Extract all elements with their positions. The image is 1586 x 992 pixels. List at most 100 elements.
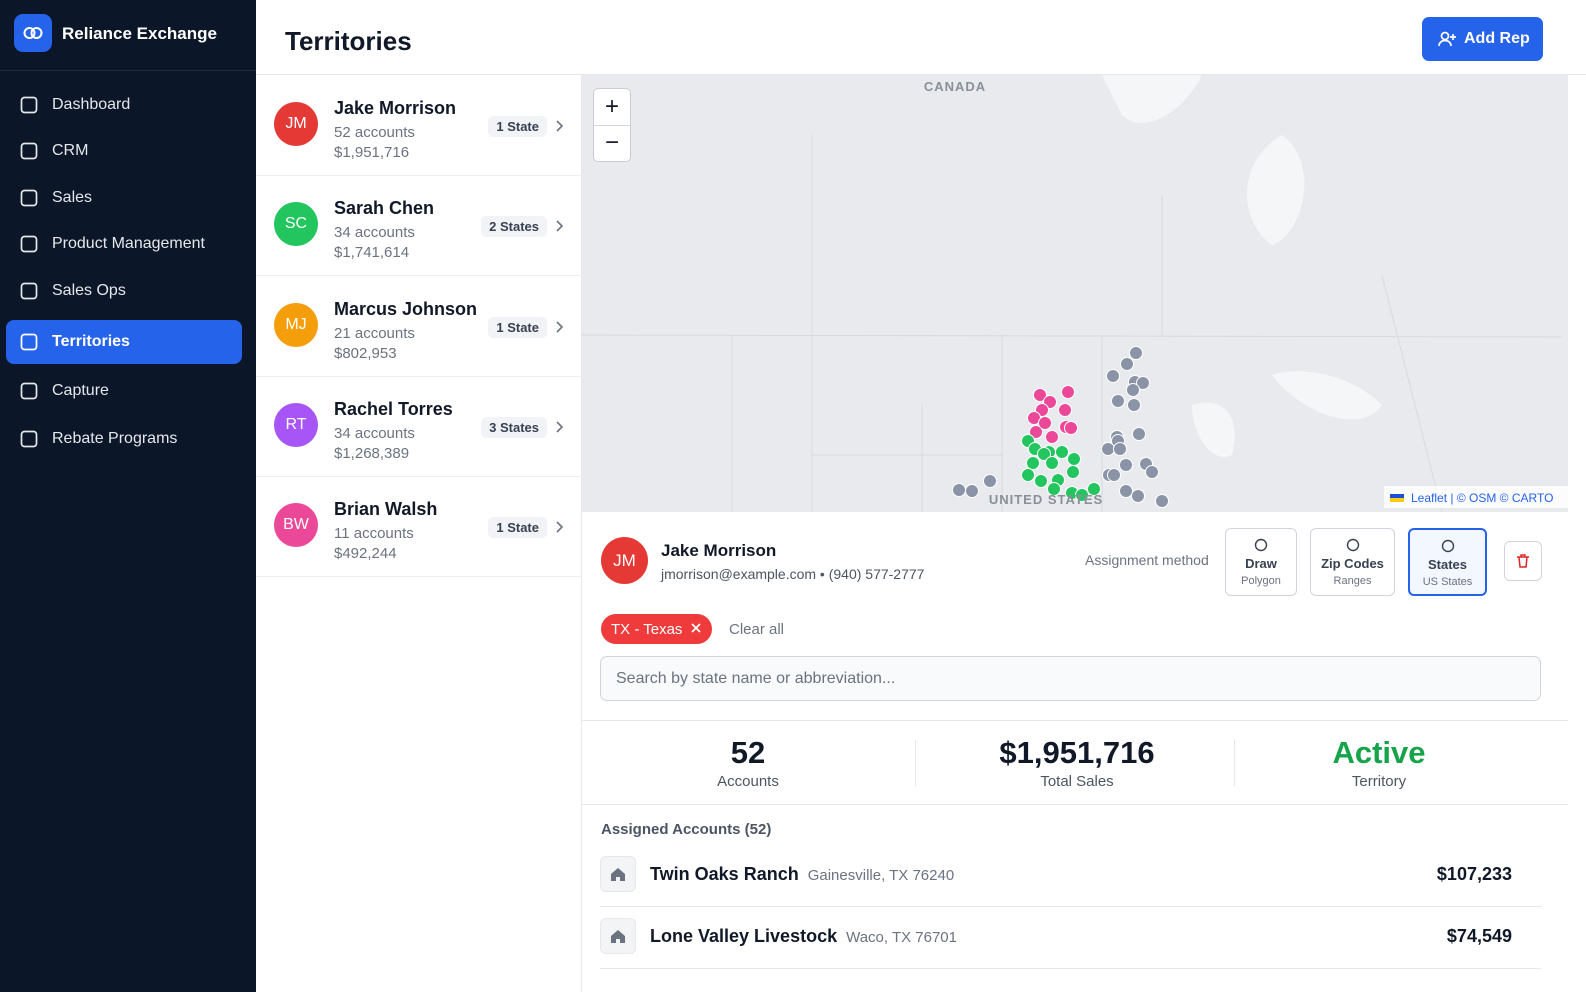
method-title: States <box>1427 557 1468 572</box>
map-marker[interactable] <box>1087 482 1101 496</box>
map-marker[interactable] <box>1037 447 1051 461</box>
clear-all[interactable]: Clear all <box>729 621 785 638</box>
account-location: Waco, TX 76701 <box>846 929 957 946</box>
map-marker[interactable] <box>1047 482 1061 496</box>
nav-item[interactable]: Product Management <box>6 222 242 266</box>
nav-item[interactable]: Territories <box>6 320 242 364</box>
zoom-out[interactable]: − <box>604 129 619 156</box>
method-label: Assignment method <box>1085 552 1209 568</box>
nav-item[interactable]: CRM <box>6 129 242 173</box>
map-marker[interactable] <box>1111 394 1125 408</box>
method-button[interactable]: Draw Polygon <box>1225 528 1297 596</box>
map-marker[interactable] <box>1021 468 1035 482</box>
map-marker[interactable] <box>983 474 997 488</box>
map-marker[interactable] <box>1061 385 1075 399</box>
nav-item[interactable]: Sales Ops <box>6 269 242 313</box>
account-row[interactable]: Twin Oaks Ranch Gainesville, TX 76240 $107… <box>600 845 1541 907</box>
nav-item[interactable]: Sales <box>6 176 242 220</box>
stat: Active Territory <box>1229 735 1529 790</box>
delete-button[interactable] <box>1504 541 1542 581</box>
nav-item[interactable]: Capture <box>6 369 242 413</box>
add-rep-button[interactable]: Add Rep <box>1422 17 1543 61</box>
method-sub: US States <box>1422 576 1473 588</box>
stat-label: Territory <box>1351 773 1407 790</box>
map-marker[interactable] <box>1055 445 1069 459</box>
map-marker[interactable] <box>1067 452 1081 466</box>
map-marker[interactable] <box>1101 442 1115 456</box>
detail-contact: jmorrison@example.com • (940) 577-2777 <box>661 566 925 582</box>
map-marker[interactable] <box>1120 357 1134 371</box>
map-marker[interactable] <box>1106 369 1120 383</box>
detail-avatar: JM <box>601 537 648 584</box>
map-marker[interactable] <box>1066 465 1080 479</box>
rep-name: Brian Walsh <box>334 499 438 520</box>
map-marker[interactable] <box>952 483 966 497</box>
account-location: Gainesville, TX 76240 <box>807 867 955 884</box>
logo[interactable] <box>14 14 52 52</box>
divider <box>915 740 916 786</box>
header <box>256 0 1586 75</box>
method-button[interactable]: States US States <box>1408 528 1487 596</box>
divider <box>1234 740 1235 786</box>
map-marker[interactable] <box>1034 474 1048 488</box>
map-marker[interactable] <box>1058 403 1072 417</box>
rep-row[interactable]: BW Brian Walsh 11 accounts $492,244 1 State <box>256 477 581 578</box>
zoom-in[interactable]: + <box>594 89 630 126</box>
state-chip[interactable]: TX - Texas <box>601 614 713 644</box>
search-placeholder: Search by state name or abbreviation... <box>616 669 896 687</box>
method-button[interactable]: Zip Codes Ranges <box>1310 528 1395 596</box>
account-amount: $74,549 <box>1446 926 1512 946</box>
map-marker[interactable] <box>1038 416 1052 430</box>
map-marker[interactable] <box>1064 421 1078 435</box>
attribution[interactable]: Leaflet | © OSM © CARTO <box>1411 491 1553 505</box>
chevron <box>555 420 565 439</box>
method-title: Zip Codes <box>1321 556 1384 571</box>
map-marker[interactable] <box>1132 427 1146 441</box>
chevron <box>555 520 565 539</box>
map-marker[interactable] <box>1119 458 1133 472</box>
map-marker[interactable] <box>1126 383 1140 397</box>
rep-states: 1 State <box>488 517 547 539</box>
nav-item[interactable]: Dashboard <box>6 83 242 127</box>
rep-row[interactable]: MJ Marcus Johnson 21 accounts $802,953 1 Sta… <box>256 277 581 377</box>
chip-remove[interactable] <box>690 621 702 638</box>
map-marker[interactable] <box>965 484 979 498</box>
nav-item[interactable]: Rebate Programs <box>6 417 242 461</box>
map-marker[interactable] <box>1155 494 1169 508</box>
search-input[interactable]: Search by state name or abbreviation... <box>600 656 1541 701</box>
stat-value: Active <box>1332 735 1426 770</box>
rep-name: Sarah Chen <box>334 198 435 219</box>
map-marker[interactable] <box>1127 398 1141 412</box>
map-marker[interactable] <box>1045 456 1059 470</box>
map-marker[interactable] <box>1033 388 1047 402</box>
method-icon <box>1410 539 1485 553</box>
rep-name: Marcus Johnson <box>334 298 478 319</box>
map-label: CANADA <box>924 79 986 94</box>
account-amount: $107,233 <box>1436 864 1512 884</box>
rep-row[interactable]: JM Jake Morrison 52 accounts $1,951,716 1 St… <box>256 76 581 176</box>
rep-avatar: MJ <box>274 302 318 347</box>
rep-row[interactable]: SC Sarah Chen 34 accounts $1,741,614 2 State… <box>256 176 581 277</box>
chevron <box>555 219 565 238</box>
map-marker[interactable] <box>1075 488 1089 502</box>
nav-label: Capture <box>52 382 109 399</box>
account-row[interactable]: Lone Valley Livestock Waco, TX 76701 $74,5… <box>600 907 1541 969</box>
map-marker[interactable] <box>1145 465 1159 479</box>
map-marker[interactable] <box>1131 489 1145 503</box>
map-marker[interactable] <box>1045 430 1059 444</box>
map-marker[interactable] <box>1107 468 1121 482</box>
rep-row[interactable]: RT Rachel Torres 34 accounts $1,268,389 3 St… <box>256 377 581 477</box>
rep-avatar: BW <box>274 503 318 548</box>
chip-label: TX - Texas <box>611 620 683 638</box>
map-marker[interactable] <box>1026 456 1040 470</box>
map-marker[interactable] <box>1129 346 1143 360</box>
page-title: Territories <box>285 26 412 56</box>
map-marker[interactable] <box>1029 425 1043 439</box>
stat-label: Accounts <box>717 773 779 790</box>
map-marker[interactable] <box>1113 442 1127 456</box>
map[interactable]: CANADA UNITED STATES Leaflet | © OSM © C… <box>582 75 1568 512</box>
map-marker[interactable] <box>1136 376 1150 390</box>
rep-sales: $1,268,389 <box>334 444 410 462</box>
map-marker[interactable] <box>1119 484 1133 498</box>
stat-label: Total Sales <box>1040 773 1114 790</box>
